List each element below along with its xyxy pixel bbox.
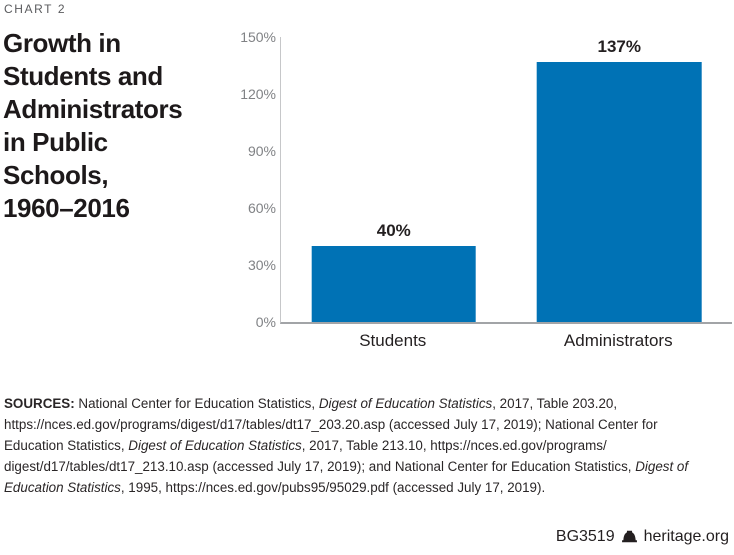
sources-text: SOURCES: National Center for Education S… [4,393,732,498]
category-label: Students [359,331,427,350]
y-tick-label: 30% [247,257,276,273]
y-tick-label: 120% [240,86,276,102]
sources-line: SOURCES: National Center for Education S… [4,396,618,411]
bar [311,246,477,322]
bar-value-label: 137% [597,36,641,56]
report-id: BG3519 [555,528,615,545]
site-url: heritage.org [643,528,729,545]
category-labels: Students Administrators [280,331,731,351]
bar-value-label: 40% [376,221,411,241]
sources-line: digest/d17/tables/dt17_213.10.asp (acces… [4,459,689,474]
y-axis: 0% 30% 60% 90% 120% 150% [228,29,276,330]
y-tick-label: 60% [247,200,276,216]
bar-cell: 137% [507,37,733,322]
sources-line: Education Statistics, Digest of Educatio… [4,438,607,453]
heritage-bell-icon [621,530,638,545]
plot-area: 40% 137% [280,37,732,324]
y-tick-label: 0% [255,314,276,330]
bar-cell: 40% [281,37,507,322]
sources-line: https://nces.ed.gov/programs/digest/d17/… [4,417,658,432]
y-tick-label: 150% [240,29,276,45]
y-tick-label: 90% [247,143,276,159]
category-label: Administrators [563,331,673,350]
footer: BG3519 heritage.org [556,528,729,546]
chart-title: Growth in Students and Administrators in… [3,28,183,223]
chart-kicker: CHART 2 [4,2,67,16]
bar [536,61,702,322]
sources-line: Education Statistics, 1995, https://nces… [4,480,546,495]
